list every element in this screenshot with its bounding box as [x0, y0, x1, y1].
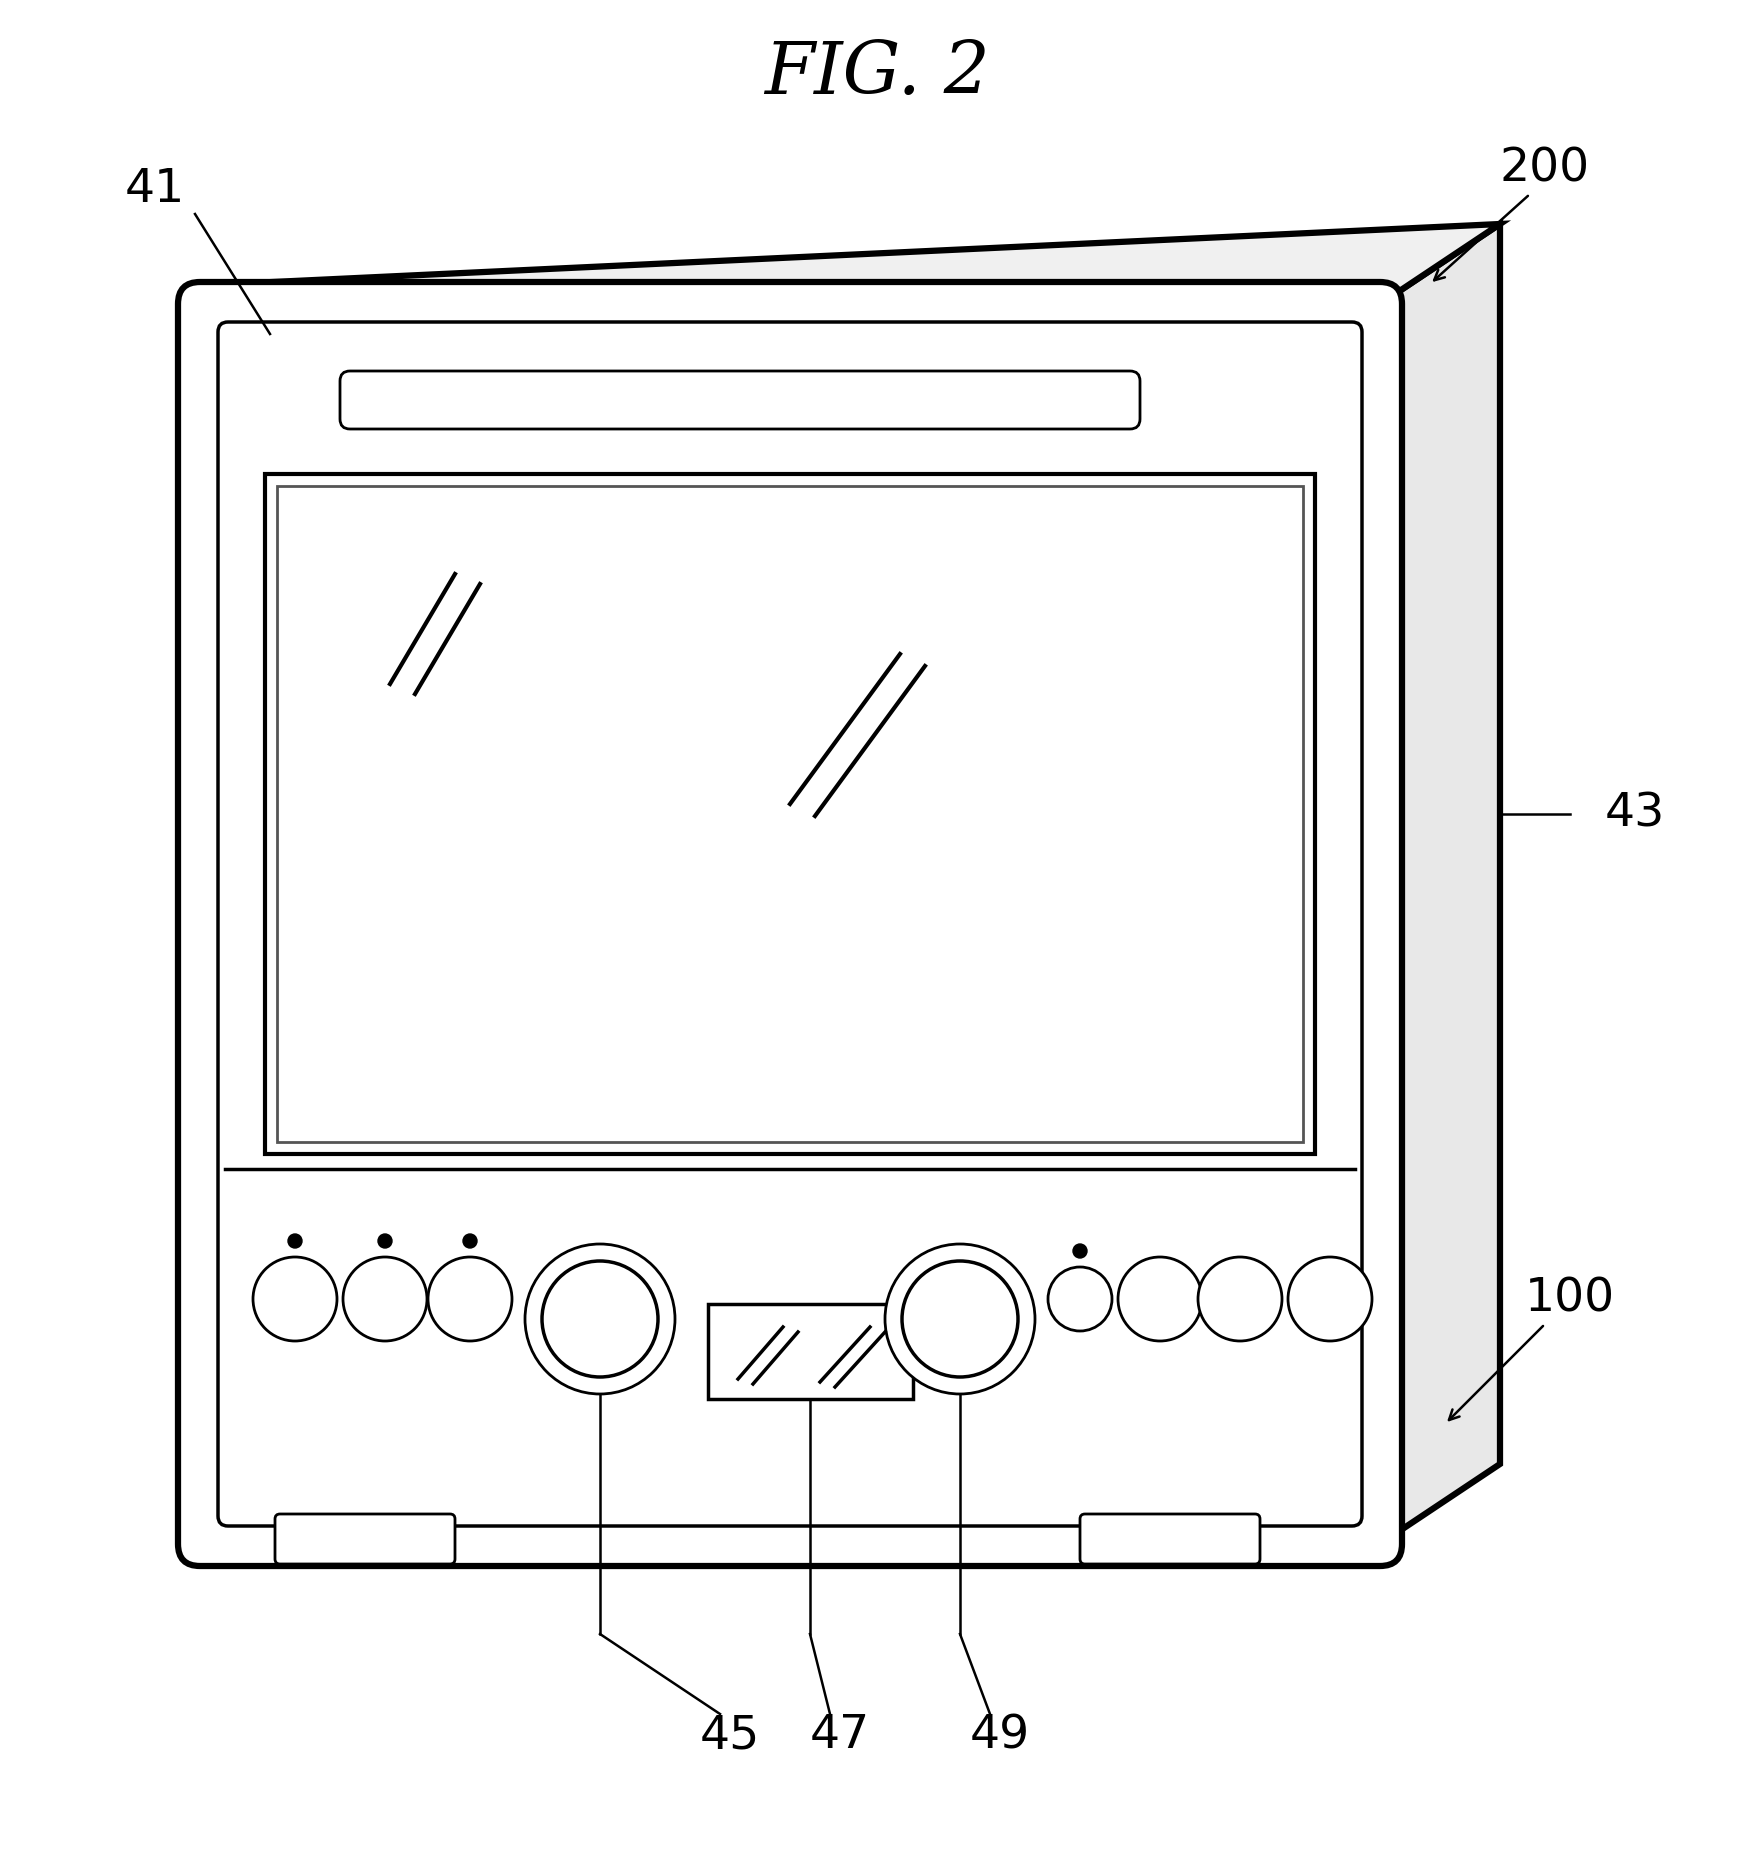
Text: FIG. 2: FIG. 2: [763, 39, 990, 109]
Bar: [707, 1303, 913, 1400]
Circle shape: [253, 1257, 337, 1340]
Circle shape: [1048, 1266, 1113, 1331]
Text: 47: 47: [811, 1713, 870, 1758]
Circle shape: [377, 1235, 391, 1248]
Text: 45: 45: [700, 1713, 760, 1758]
Circle shape: [525, 1244, 676, 1394]
FancyBboxPatch shape: [1079, 1515, 1260, 1565]
Circle shape: [1288, 1257, 1372, 1340]
Circle shape: [342, 1257, 426, 1340]
Circle shape: [1072, 1244, 1086, 1259]
FancyBboxPatch shape: [276, 1515, 455, 1565]
Polygon shape: [1379, 224, 1501, 1544]
Circle shape: [902, 1261, 1018, 1378]
Bar: [277, 486, 1302, 1142]
Circle shape: [428, 1257, 512, 1340]
Circle shape: [885, 1244, 1035, 1394]
FancyBboxPatch shape: [177, 282, 1402, 1567]
Circle shape: [1118, 1257, 1202, 1340]
Text: 41: 41: [125, 167, 184, 211]
Circle shape: [288, 1235, 302, 1248]
Text: 200: 200: [1501, 146, 1590, 191]
FancyBboxPatch shape: [340, 371, 1141, 428]
Text: 43: 43: [1606, 792, 1665, 836]
Bar: [265, 475, 1314, 1153]
Text: 49: 49: [971, 1713, 1030, 1758]
Circle shape: [542, 1261, 658, 1378]
Circle shape: [1199, 1257, 1281, 1340]
Polygon shape: [200, 224, 1501, 304]
Text: 100: 100: [1525, 1277, 1615, 1322]
Circle shape: [463, 1235, 477, 1248]
